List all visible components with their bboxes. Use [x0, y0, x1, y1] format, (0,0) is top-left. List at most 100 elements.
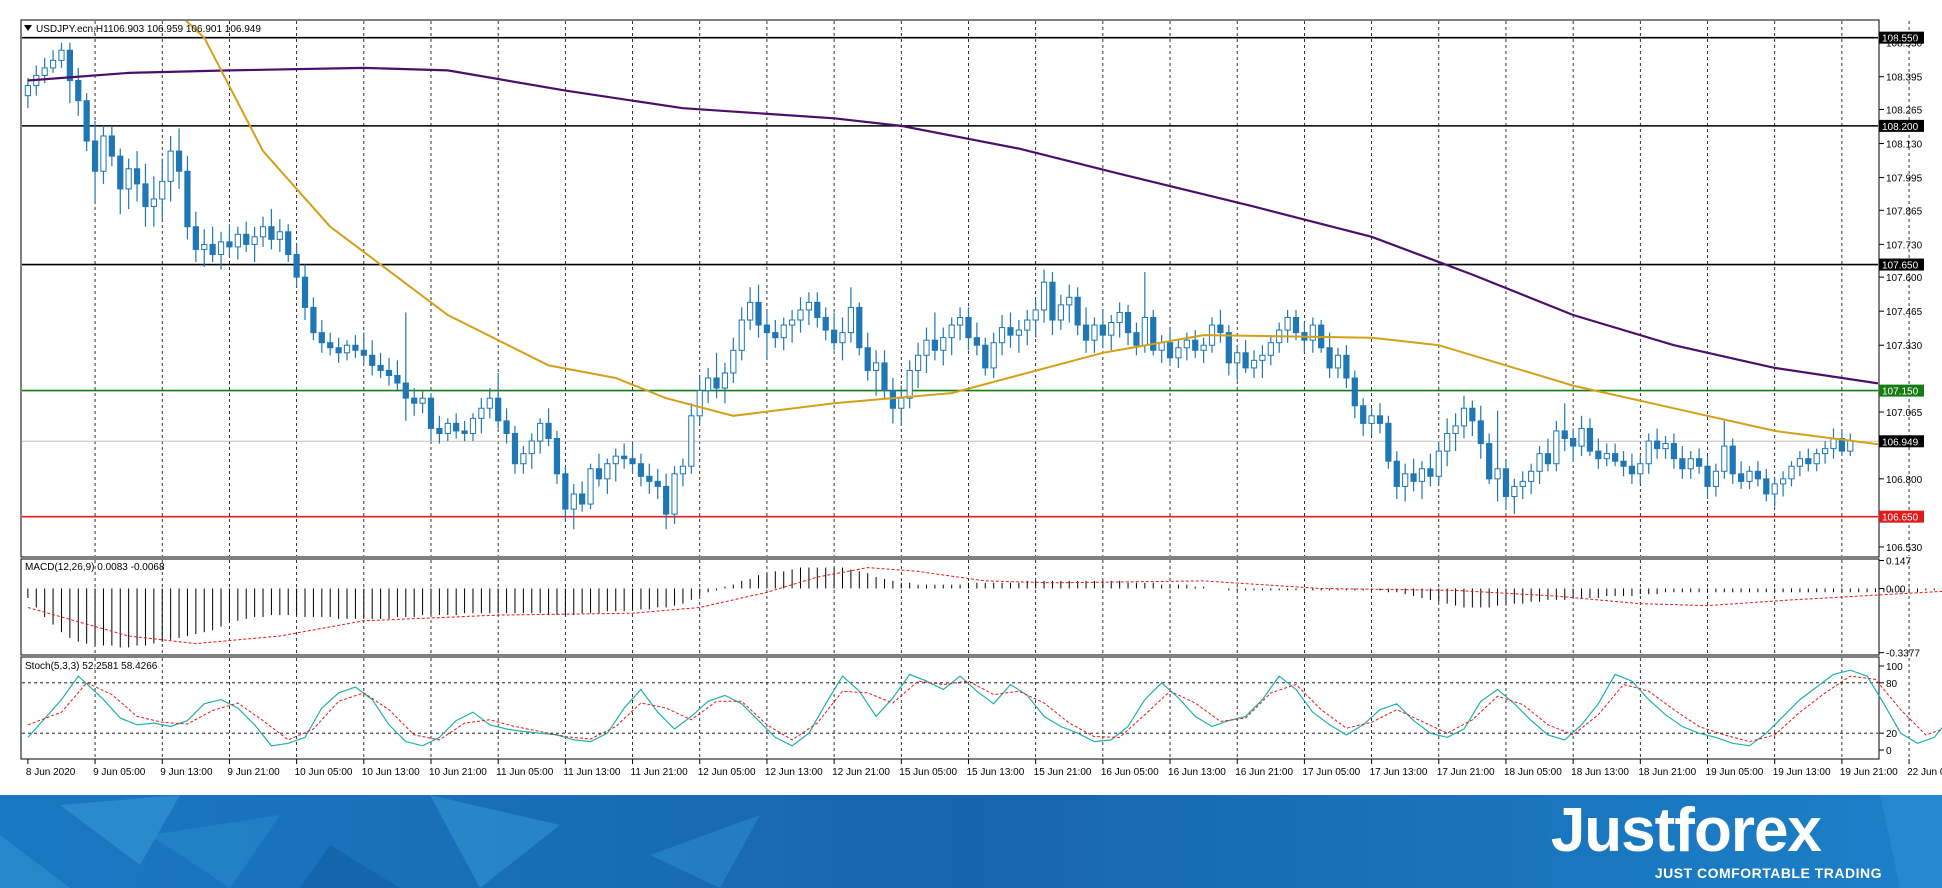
candle-bull	[1444, 432, 1451, 452]
candle-bull	[1091, 324, 1098, 341]
candle-bull	[1847, 440, 1854, 452]
candle-bull	[1368, 415, 1375, 424]
candle-bear	[1486, 443, 1493, 480]
candle-bull	[721, 372, 729, 389]
candle-bear	[1049, 281, 1056, 321]
x-tick-label: 11 Jun 05:00	[496, 767, 554, 778]
candle-bull	[570, 493, 577, 510]
candle-bull	[1040, 281, 1048, 311]
candle-bear	[1133, 332, 1140, 346]
x-tick-label: 9 Jun 13:00	[160, 767, 213, 778]
candle-bear	[1477, 420, 1484, 445]
candle-bull	[259, 226, 267, 238]
candle-bull	[528, 440, 535, 455]
candle-bull	[1250, 359, 1258, 369]
candle-bull	[1057, 304, 1064, 321]
candle-bull	[150, 198, 157, 208]
candle-bull	[1662, 443, 1669, 450]
collapse-triangle-icon[interactable]	[24, 25, 32, 31]
current-price-tag	[1879, 435, 1924, 448]
candle-bear	[461, 430, 468, 434]
candle-bear	[1124, 311, 1132, 334]
candle-bull	[1821, 448, 1829, 455]
candle-bear	[1192, 339, 1199, 351]
candle-bull	[948, 324, 955, 339]
x-tick-label: 16 Jun 21:00	[1235, 767, 1293, 778]
candle-bull	[705, 377, 712, 392]
y-tick-label: 108.130	[1886, 140, 1923, 151]
candle-bear	[1343, 354, 1350, 379]
candle-bull	[805, 301, 813, 311]
level-tag-label: 108.200	[1882, 122, 1919, 133]
candle-bear	[503, 420, 510, 434]
candle-bear	[1376, 415, 1384, 424]
y-tick-label: 80	[1886, 679, 1898, 690]
candle-bear	[931, 339, 938, 351]
candle-bull	[1460, 407, 1468, 427]
x-tick-label: 18 Jun 05:00	[1504, 767, 1562, 778]
symbol-label: USDJPY.ecn,H1	[36, 24, 109, 35]
stochastic-panel[interactable]: 100 80 20 0 Stoch(5,3,3) 52.2581 58.4266	[20, 656, 1942, 760]
candle-bear	[965, 316, 972, 339]
candle-bear	[822, 316, 829, 331]
candle-bear	[889, 390, 896, 409]
x-tick-label: 16 Jun 13:00	[1168, 767, 1226, 778]
candle-bear	[1544, 453, 1552, 465]
candle-bear	[1620, 460, 1627, 467]
x-tick-label: 11 Jun 13:00	[563, 767, 621, 778]
candle-bear	[1670, 443, 1678, 460]
candle-bear	[831, 329, 838, 344]
candle-bull	[688, 415, 695, 467]
price-panel-frame	[20, 19, 1880, 558]
candle-bear	[1502, 468, 1510, 497]
current-price-label: 106.949	[1882, 437, 1919, 448]
candle-bull	[1015, 329, 1022, 336]
candle-bear	[1696, 458, 1703, 467]
candle-bull	[41, 67, 48, 76]
candle-bull	[789, 319, 796, 326]
level-tag	[1879, 119, 1924, 132]
candle-bull	[998, 327, 1006, 344]
candle-bear	[318, 332, 325, 344]
candle-bear	[763, 324, 771, 334]
candle-bear	[209, 243, 216, 255]
candle-bear	[1007, 327, 1014, 336]
stochastic-grid	[22, 658, 1910, 758]
candle-bear	[226, 241, 233, 248]
candle-bear	[1326, 347, 1333, 369]
candle-bull	[276, 231, 283, 240]
candle-bull	[201, 243, 208, 250]
candle-bull	[1813, 453, 1820, 465]
candle-bull	[1402, 473, 1409, 487]
candle-bull	[1108, 322, 1115, 336]
macd-y-axis: 0.147 0.00 -0.3377	[1879, 557, 1920, 660]
candle-bear	[562, 473, 569, 510]
price-panel[interactable]: 108.550 108.200 107.650 107.150 106.650 106.9…	[20, 0, 1942, 558]
y-tick-label: 106.530	[1886, 543, 1923, 554]
candle-bear	[1150, 316, 1157, 351]
level-tag	[1879, 384, 1924, 397]
candle-bull	[1284, 316, 1291, 331]
ma-fast-line	[184, 21, 1878, 446]
candle-bear	[83, 100, 90, 142]
candle-bull	[679, 465, 687, 475]
x-tick-label: 17 Jun 13:00	[1370, 767, 1428, 778]
candle-bull	[1259, 354, 1266, 361]
candle-bear	[1242, 352, 1249, 369]
candle-bear	[495, 397, 502, 422]
candle-bear	[1595, 450, 1602, 460]
candle-bull	[1830, 438, 1837, 450]
candle-bull	[1309, 324, 1316, 341]
candle-bull	[444, 422, 451, 434]
candle-bear	[1763, 478, 1770, 495]
candle-bull	[343, 344, 351, 354]
y-tick-label: 107.600	[1886, 273, 1923, 284]
y-tick-label: 107.330	[1886, 341, 1923, 352]
stochastic-y-axis: 100 80 20 0	[1879, 662, 1903, 757]
macd-panel[interactable]: 0.147 0.00 -0.3377 MACD(12,26,9) 0.0083 -0…	[20, 557, 1942, 660]
y-tick-label: 107.995	[1886, 174, 1923, 185]
x-tick-label: 18 Jun 13:00	[1571, 767, 1629, 778]
stochastic-main-line	[27, 669, 1942, 747]
x-tick-label: 19 Jun 21:00	[1840, 767, 1898, 778]
candle-bull	[587, 468, 594, 505]
